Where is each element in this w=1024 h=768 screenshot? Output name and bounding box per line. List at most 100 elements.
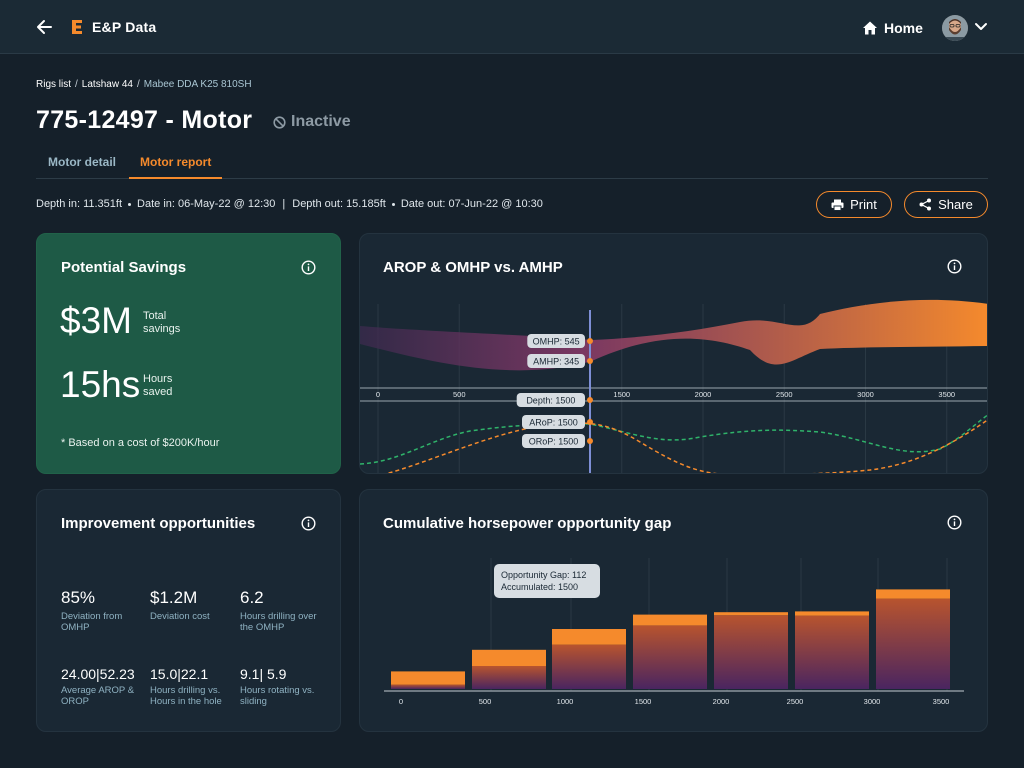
- bar[interactable]: [633, 614, 707, 689]
- savings-title: Potential Savings: [61, 259, 187, 276]
- inactive-icon: [273, 115, 286, 129]
- tab-motor-report[interactable]: Motor report: [129, 150, 223, 179]
- share-button[interactable]: Share: [904, 191, 988, 218]
- hp-gap-chart: 0 500 1000 1500 2000 2500 3000 3500 Opportunity…: [384, 558, 964, 706]
- share-icon: [919, 198, 932, 211]
- print-button[interactable]: Print: [816, 191, 892, 218]
- metric-label: Hours drilling over the OMHP: [240, 611, 317, 633]
- info-icon[interactable]: [947, 259, 962, 274]
- metric-value: 9.1| 5.9: [240, 666, 287, 682]
- hours-saved-value: 15hs: [60, 364, 141, 405]
- bar-opportunity-gap: [633, 614, 707, 626]
- breadcrumb-rig[interactable]: Latshaw 44: [81, 79, 133, 90]
- bar-tooltip: Opportunity Gap: 112 Accumulated: 1500: [494, 564, 600, 598]
- breadcrumb-separator: /: [136, 79, 140, 90]
- omhp-amhp-band: [360, 299, 987, 371]
- bar-opportunity-gap: [391, 671, 465, 685]
- tab-motor-detail[interactable]: Motor detail: [48, 155, 116, 169]
- hours-saved-label: Hours saved: [143, 373, 173, 398]
- tooltip-point: [587, 419, 593, 425]
- bar-opportunity-gap: [876, 589, 950, 599]
- bar[interactable]: [795, 611, 869, 689]
- bar[interactable]: [714, 612, 788, 689]
- printer-icon: [831, 199, 844, 211]
- date-in: Date in: 06-May-22 @ 12:30: [137, 198, 276, 210]
- metric-label: Deviation cost: [150, 611, 210, 622]
- page-title: 775-12497 - Motor: [36, 106, 253, 134]
- bar-opportunity-gap: [714, 612, 788, 616]
- svg-text:ARoP: 1500: ARoP: 1500: [529, 418, 578, 428]
- breadcrumb-separator: /: [75, 79, 78, 90]
- tab-bar: Motor detail Motor report: [36, 150, 988, 179]
- bar-accumulated: [876, 598, 950, 689]
- bar-accumulated: [552, 644, 626, 689]
- bar-opportunity-gap: [795, 611, 869, 616]
- top-bar: E&P Data Home: [0, 0, 1024, 54]
- tooltip-label: ORoP: 1500: [522, 434, 585, 448]
- date-out: Date out: 07-Jun-22 @ 10:30: [400, 198, 543, 210]
- x-tick-label: 3500: [938, 390, 955, 399]
- tooltip-label: AMHP: 345: [527, 354, 585, 368]
- x-tick-label: 3000: [857, 390, 874, 399]
- x-tick-label: 2000: [695, 390, 712, 399]
- arop-chart-title: AROP & OMHP vs. AMHP: [383, 259, 563, 276]
- bar[interactable]: [391, 671, 465, 689]
- improvement-opportunities-card: Improvement opportunities 85% Deviation …: [36, 489, 341, 732]
- tooltip-label: Depth: 1500: [516, 393, 585, 407]
- arop-line: [360, 414, 987, 465]
- x-tick-label: 2500: [787, 697, 804, 706]
- avatar-image: [942, 15, 968, 41]
- x-tick-label: 1000: [557, 697, 574, 706]
- bar[interactable]: [876, 589, 950, 689]
- svg-text:Opportunity Gap: 112: Opportunity Gap: 112: [501, 570, 586, 580]
- app-logo-icon: [72, 20, 82, 34]
- metric-value: 85%: [61, 588, 96, 607]
- metric-value: $1.2M: [150, 588, 198, 607]
- bar-accumulated: [633, 625, 707, 689]
- tooltip-point: [587, 358, 593, 364]
- user-avatar[interactable]: [942, 15, 968, 41]
- x-tick-label: 1500: [635, 697, 652, 706]
- hp-gap-chart-title: Cumulative horsepower opportunity gap: [383, 515, 672, 532]
- x-tick-label: 3000: [864, 697, 881, 706]
- bar[interactable]: [552, 629, 626, 689]
- home-link[interactable]: Home: [862, 18, 923, 38]
- tooltip-label: ARoP: 1500: [522, 415, 585, 429]
- status-badge: Inactive: [273, 113, 351, 131]
- depth-out: Depth out: 15.185ft: [292, 198, 386, 210]
- x-tick-label: 3500: [933, 697, 950, 706]
- breadcrumb-rigs-list[interactable]: Rigs list: [36, 79, 72, 90]
- arop-chart-card: AROP & OMHP vs. AMHP 0 500 1500 2000 2500 300…: [359, 233, 988, 474]
- info-icon[interactable]: [947, 515, 962, 530]
- total-savings-label: Total savings: [143, 310, 181, 335]
- motor-run-info: Depth in: 11.351ft Date in: 06-May-22 @ …: [36, 198, 543, 210]
- tooltip-point: [587, 397, 593, 403]
- svg-text:Accumulated: 1500: Accumulated: 1500: [501, 582, 578, 592]
- x-tick-label: 500: [479, 697, 492, 706]
- status-text: Inactive: [291, 113, 351, 130]
- x-tick-label: 500: [453, 390, 466, 399]
- depth-in: Depth in: 11.351ft: [36, 198, 123, 210]
- tooltip-point: [587, 438, 593, 444]
- x-tick-label: 2500: [776, 390, 793, 399]
- back-arrow-icon[interactable]: [36, 17, 54, 37]
- savings-footnote: * Based on a cost of $200K/hour: [61, 437, 220, 449]
- metric-value: 15.0|22.1: [150, 666, 209, 682]
- metric-value: 6.2: [240, 588, 264, 607]
- metric-label: Average AROP & OROP: [61, 685, 135, 707]
- home-label: Home: [884, 20, 923, 36]
- info-icon[interactable]: [301, 260, 316, 275]
- bar[interactable]: [472, 649, 546, 689]
- svg-text:AMHP: 345: AMHP: 345: [533, 357, 579, 367]
- print-label: Print: [850, 197, 877, 212]
- tooltip-label: OMHP: 545: [527, 334, 585, 348]
- bar-accumulated: [391, 684, 465, 689]
- info-icon[interactable]: [301, 516, 316, 531]
- x-tick-label: 1500: [613, 390, 630, 399]
- total-savings-value: $3M: [60, 300, 132, 341]
- bar-opportunity-gap: [472, 649, 546, 666]
- breadcrumb-current: Mabee DDA K25 810SH: [143, 79, 252, 90]
- bar-opportunity-gap: [552, 629, 626, 645]
- improvement-title: Improvement opportunities: [61, 515, 256, 532]
- chevron-down-icon[interactable]: [974, 21, 988, 33]
